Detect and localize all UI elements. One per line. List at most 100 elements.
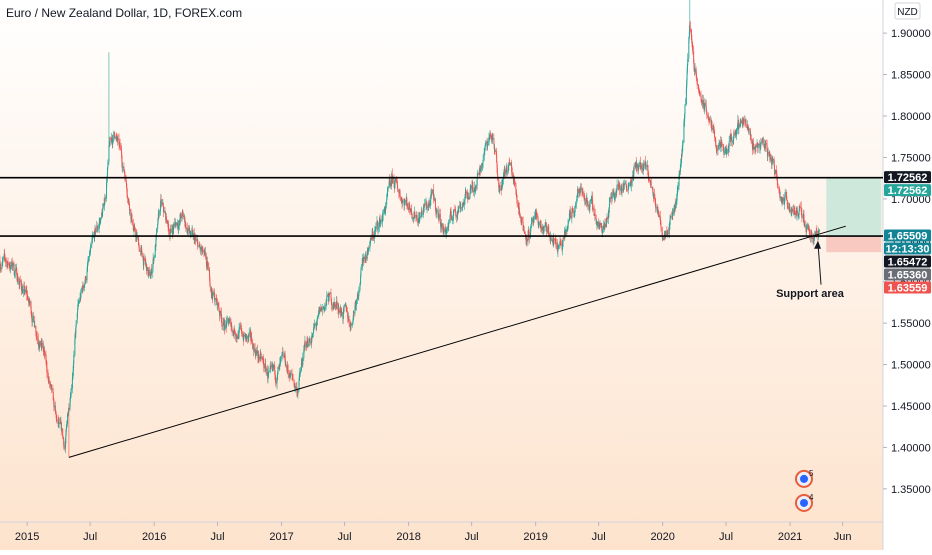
candle-body — [412, 218, 413, 219]
candle-body — [215, 298, 216, 302]
candle-body — [143, 257, 144, 259]
candle-body — [612, 192, 613, 199]
candle-body — [244, 335, 245, 336]
candle-body — [271, 366, 272, 367]
candle-body — [729, 142, 730, 148]
candle-body — [502, 179, 503, 184]
candle-body — [188, 228, 189, 231]
candle-body — [310, 340, 311, 342]
candle-body — [701, 99, 702, 100]
candle-body — [424, 204, 425, 205]
target-zone[interactable] — [826, 178, 881, 236]
candle-body — [197, 240, 198, 247]
candle-body — [276, 382, 277, 383]
candle-body — [736, 129, 737, 136]
candle-body — [414, 212, 415, 215]
candle-body — [485, 143, 486, 145]
candle-body — [134, 227, 135, 230]
candle-body — [651, 181, 652, 188]
candle-body — [241, 325, 242, 329]
candle-body — [278, 367, 279, 368]
candle-body — [56, 420, 57, 421]
candle-body — [765, 143, 766, 144]
candle-body — [558, 245, 559, 247]
candle-body — [122, 167, 123, 168]
candle-body — [290, 374, 291, 375]
candle-body — [254, 348, 255, 351]
candle-body — [522, 217, 523, 222]
candle — [522, 217, 523, 223]
candle-body — [300, 370, 301, 373]
candle-body — [198, 247, 199, 248]
candle-body — [351, 325, 352, 326]
candle-body — [658, 211, 659, 217]
candle-body — [329, 293, 330, 294]
long-position-tool[interactable] — [826, 178, 881, 253]
candle-body — [132, 220, 133, 225]
candle-body — [451, 215, 452, 219]
candle-body — [146, 267, 147, 271]
candle-body — [390, 183, 391, 186]
candle-body — [156, 229, 157, 234]
candle-body — [626, 184, 627, 186]
candle-body — [551, 239, 552, 240]
candle-body — [406, 199, 407, 204]
candle-body — [246, 336, 247, 337]
candle-body — [458, 207, 459, 211]
candle-body — [263, 364, 264, 368]
candle-body — [283, 356, 284, 357]
candle-body — [687, 59, 688, 65]
candle-body — [497, 168, 498, 175]
candle-body — [785, 192, 786, 196]
candle-body — [42, 343, 43, 345]
candle-body — [29, 302, 30, 303]
candle-body — [176, 222, 177, 224]
candle-body — [712, 125, 713, 130]
candle-body — [90, 244, 91, 249]
candle-body — [324, 308, 325, 309]
candle-body — [544, 227, 545, 228]
candle-body — [202, 250, 203, 251]
candle-body — [582, 192, 583, 196]
candle-body — [231, 326, 232, 329]
candle-body — [656, 208, 657, 209]
candle-body — [168, 229, 169, 234]
candle-body — [708, 117, 709, 120]
candle-body — [22, 291, 23, 293]
candle-body — [621, 189, 622, 192]
candle-body — [402, 201, 403, 202]
candle-body — [205, 251, 206, 256]
candle-body — [719, 142, 720, 146]
candle-body — [431, 190, 432, 194]
stop-zone[interactable] — [826, 236, 881, 252]
candle-body — [68, 408, 69, 409]
candle-body — [88, 256, 89, 262]
candle-body — [721, 142, 722, 145]
candle-body — [707, 115, 708, 117]
candle-body — [500, 185, 501, 188]
candle-body — [777, 184, 778, 188]
candle-body — [595, 214, 596, 218]
candle-body — [770, 157, 771, 158]
candle-body — [149, 270, 150, 276]
candle-body — [421, 211, 422, 214]
candle-body — [395, 179, 396, 182]
candle-body — [478, 173, 479, 175]
candle-body — [797, 210, 798, 214]
candle-body — [615, 193, 616, 198]
candle-body — [358, 290, 359, 296]
candle-body — [716, 150, 717, 151]
candle — [312, 333, 313, 338]
candle-body — [346, 311, 347, 312]
candle-body — [117, 139, 118, 141]
candle-body — [490, 133, 491, 136]
candle-body — [107, 162, 108, 168]
candle-body — [73, 355, 74, 363]
candle-body — [268, 372, 269, 374]
candle-body — [684, 106, 685, 115]
candle-body — [302, 358, 303, 365]
candle-body — [78, 303, 79, 304]
candle-body — [695, 69, 696, 72]
